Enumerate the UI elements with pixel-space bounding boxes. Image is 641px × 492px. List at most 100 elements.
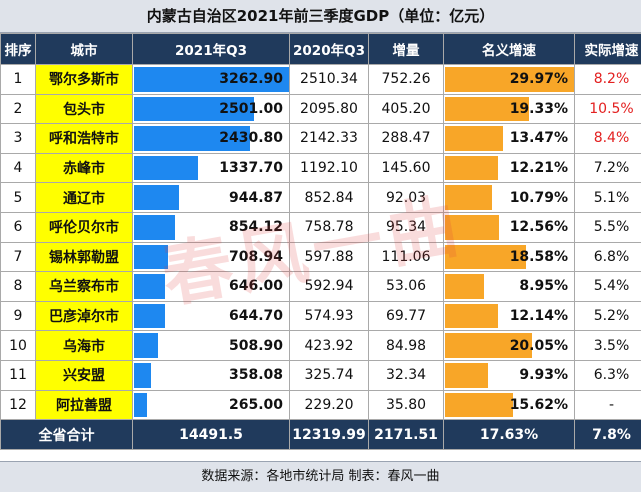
q3-2021-bar [134, 67, 289, 92]
real-growth-cell: 3.5% [574, 330, 641, 361]
nominal-growth-bar [445, 333, 532, 358]
q3-2021-bar [134, 185, 180, 210]
city-cell: 兴安盟 [35, 359, 133, 391]
q3-2021-cell: 708.94 [132, 241, 290, 273]
q3-2020-cell: 423.92 [289, 330, 369, 361]
nominal-growth-bar [445, 303, 498, 329]
increase-cell: 752.26 [368, 64, 444, 95]
q3-2021-value: 854.12 [228, 219, 283, 236]
rank-cell: 5 [0, 182, 36, 213]
nominal-growth-value: 18.58% [509, 248, 568, 265]
nominal-growth-cell: 12.56% [443, 211, 575, 243]
nominal-growth-bar [445, 274, 484, 299]
q3-2020-cell: 597.88 [289, 241, 369, 273]
rank-cell: 11 [0, 359, 36, 391]
total-nominal-growth: 17.63% [443, 419, 575, 451]
real-growth-cell: 8.2% [574, 64, 641, 95]
nominal-growth-cell: 9.93% [443, 359, 575, 391]
total-label: 全省合计 [0, 419, 133, 451]
q3-2020-cell: 758.78 [289, 211, 369, 243]
city-cell: 巴彦淖尔市 [35, 300, 133, 332]
total-increase: 2171.51 [368, 419, 444, 451]
q3-2021-value: 1337.70 [219, 160, 283, 177]
header-city: 城市 [35, 33, 133, 65]
real-growth-cell: 6.3% [574, 359, 641, 391]
nominal-growth-cell: 10.79% [443, 182, 575, 213]
table-row: 2 包头市 2501.00 2095.80 405.20 19.33% 10.5% [0, 93, 641, 125]
q3-2021-bar [134, 155, 198, 181]
q3-2021-value: 358.08 [228, 367, 283, 384]
nominal-growth-bar [445, 96, 529, 122]
q3-2021-bar [134, 214, 175, 240]
q3-2021-cell: 3262.90 [132, 64, 290, 95]
q3-2021-value: 508.90 [228, 337, 283, 354]
nominal-growth-bar [445, 392, 513, 418]
q3-2021-bar [134, 392, 147, 418]
rank-cell: 8 [0, 271, 36, 302]
q3-2021-cell: 265.00 [132, 389, 290, 421]
header-row: 排序 城市 2021年Q3 2020年Q3 增量 名义增速 实际增速 [0, 33, 641, 65]
real-growth-cell: - [574, 389, 641, 421]
nominal-growth-cell: 19.33% [443, 93, 575, 125]
nominal-growth-value: 13.47% [509, 130, 568, 147]
q3-2021-bar [134, 333, 159, 358]
nominal-growth-bar [445, 244, 526, 270]
q3-2021-bar [134, 303, 165, 329]
real-growth-cell: 5.1% [574, 182, 641, 213]
table-row: 7 锡林郭勒盟 708.94 597.88 111.06 18.58% 6.8% [0, 241, 641, 273]
q3-2020-cell: 1192.10 [289, 152, 369, 184]
nominal-growth-cell: 29.97% [443, 64, 575, 95]
nominal-growth-value: 19.33% [509, 100, 568, 117]
nominal-growth-value: 29.97% [509, 71, 568, 88]
q3-2020-cell: 2510.34 [289, 64, 369, 95]
q3-2021-bar [134, 96, 254, 122]
q3-2020-cell: 2142.33 [289, 123, 369, 154]
q3-2021-value: 644.70 [228, 308, 283, 325]
table-body: 1 鄂尔多斯市 3262.90 2510.34 752.26 29.97% 8.2% 2 包头市… [0, 64, 641, 421]
q3-2021-value: 708.94 [228, 248, 283, 265]
city-cell: 锡林郭勒盟 [35, 241, 133, 273]
q3-2021-value: 3262.90 [219, 71, 283, 88]
nominal-growth-bar [445, 155, 498, 181]
nominal-growth-value: 8.95% [519, 278, 568, 295]
table-row: 9 巴彦淖尔市 644.70 574.93 69.77 12.14% 5.2% [0, 300, 641, 332]
header-q3-2021: 2021年Q3 [132, 33, 290, 65]
city-cell: 赤峰市 [35, 152, 133, 184]
nominal-growth-value: 12.21% [509, 160, 568, 177]
table-row: 6 呼伦贝尔市 854.12 758.78 95.34 12.56% 5.5% [0, 211, 641, 243]
nominal-growth-cell: 18.58% [443, 241, 575, 273]
q3-2021-cell: 854.12 [132, 211, 290, 243]
header-q3-2020: 2020年Q3 [289, 33, 369, 65]
increase-cell: 111.06 [368, 241, 444, 273]
real-growth-cell: 5.5% [574, 211, 641, 243]
q3-2021-cell: 646.00 [132, 271, 290, 302]
city-cell: 呼和浩特市 [35, 123, 133, 154]
q3-2021-cell: 1337.70 [132, 152, 290, 184]
city-cell: 呼伦贝尔市 [35, 211, 133, 243]
increase-cell: 35.80 [368, 389, 444, 421]
real-growth-cell: 7.2% [574, 152, 641, 184]
rank-cell: 10 [0, 330, 36, 361]
total-real-growth: 7.8% [574, 419, 641, 451]
city-cell: 乌海市 [35, 330, 133, 361]
nominal-growth-bar [445, 126, 504, 151]
increase-cell: 92.03 [368, 182, 444, 213]
rank-cell: 2 [0, 93, 36, 125]
q3-2021-value: 646.00 [228, 278, 283, 295]
real-growth-cell: 5.4% [574, 271, 641, 302]
source-footer: 数据来源：各地市统计局 制表：春风一曲 [0, 461, 641, 492]
increase-cell: 69.77 [368, 300, 444, 332]
q3-2021-cell: 644.70 [132, 300, 290, 332]
nominal-growth-value: 12.56% [509, 219, 568, 236]
nominal-growth-bar [445, 185, 492, 210]
increase-cell: 145.60 [368, 152, 444, 184]
header-increase: 增量 [368, 33, 444, 65]
increase-cell: 84.98 [368, 330, 444, 361]
table-row: 10 乌海市 508.90 423.92 84.98 20.05% 3.5% [0, 330, 641, 361]
q3-2021-value: 2501.00 [219, 100, 283, 117]
rank-cell: 9 [0, 300, 36, 332]
q3-2020-cell: 592.94 [289, 271, 369, 302]
q3-2020-cell: 325.74 [289, 359, 369, 391]
header-rank: 排序 [0, 33, 36, 65]
